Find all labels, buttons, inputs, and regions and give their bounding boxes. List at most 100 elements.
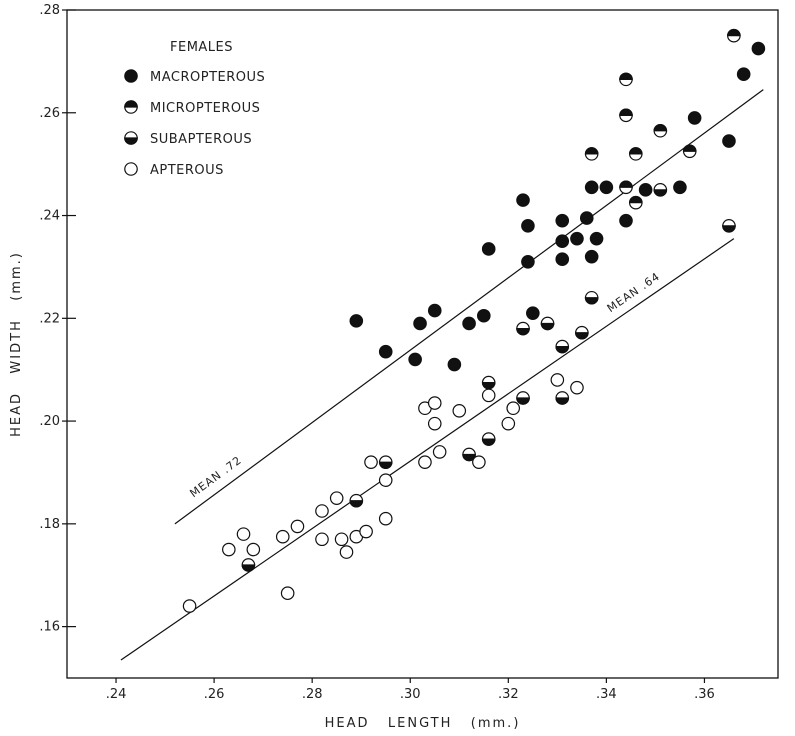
marker-fill — [408, 352, 422, 367]
apterous-point — [246, 542, 261, 557]
marker-fill — [124, 69, 138, 83]
apterous-point — [329, 491, 344, 505]
mean-line — [174, 89, 764, 525]
macropterous-point — [599, 180, 614, 195]
marker-outline — [182, 599, 197, 613]
y-axis-title: HEAD WIDTH (mm.) — [9, 251, 24, 437]
apterous-point — [418, 455, 432, 469]
apterous-point — [427, 416, 442, 431]
marker-outline — [570, 380, 584, 395]
macropterous-point — [555, 213, 570, 228]
macropterous-point — [521, 254, 535, 269]
legend-entry-label: MACROPTEROUS — [150, 70, 265, 85]
subapterous-point — [575, 325, 589, 340]
macropterous-point — [687, 111, 702, 125]
subapterous-point — [349, 493, 364, 508]
micropterous-point — [619, 72, 633, 87]
subapterous-point — [462, 447, 476, 462]
macropterous-point — [476, 308, 491, 323]
macropterous-point — [570, 231, 584, 246]
marker-half — [349, 500, 364, 508]
marker-half — [575, 332, 589, 340]
macropterous-point — [579, 211, 594, 225]
y-tick-label: .20 — [39, 414, 60, 429]
marker-fill — [555, 213, 570, 228]
marker-fill — [476, 308, 491, 323]
legend-entry-label: SUBAPTEROUS — [150, 132, 252, 147]
legend-entry-label: MICROPTEROUS — [150, 101, 260, 116]
marker-outline — [246, 542, 261, 557]
marker-half — [516, 327, 530, 336]
y-tick-label: .28 — [39, 3, 60, 18]
apterous-point — [359, 524, 373, 539]
marker-half — [481, 438, 496, 446]
y-tick-label: .26 — [39, 106, 60, 121]
x-axis-title: HEAD LENGTH (mm.) — [325, 716, 521, 731]
marker-outline — [236, 527, 251, 541]
marker-fill — [751, 41, 766, 56]
marker-outline — [280, 586, 295, 601]
apterous-point — [334, 532, 349, 547]
marker-fill — [427, 303, 442, 318]
apterous-point — [315, 504, 329, 518]
marker-fill — [413, 316, 427, 331]
macropterous-point — [447, 357, 462, 372]
macropterous-point — [526, 306, 540, 320]
marker-fill — [736, 67, 751, 82]
macropterous-point — [619, 213, 633, 228]
subapterous-point — [516, 391, 530, 405]
marker-fill — [638, 183, 653, 197]
marker-fill — [521, 219, 535, 233]
marker-fill — [526, 306, 540, 320]
apterous-point — [452, 403, 467, 418]
marker-half — [481, 381, 496, 390]
marker-fill — [589, 231, 604, 246]
micropterous-point — [628, 195, 643, 210]
x-tick-label: .32 — [498, 687, 519, 702]
apterous-point — [472, 455, 486, 469]
micropterous-point — [619, 180, 633, 195]
subapterous-point — [555, 391, 570, 405]
micropterous-point — [619, 108, 633, 123]
y-tick-label: .24 — [39, 209, 60, 224]
legend-marker — [124, 131, 138, 145]
macropterous-point — [427, 303, 442, 318]
macropterous-point — [555, 252, 570, 267]
micropterous-point — [682, 144, 697, 159]
marker-fill — [579, 211, 594, 225]
y-tick-label: .22 — [39, 311, 60, 326]
marker-outline — [481, 388, 496, 403]
marker-outline — [124, 162, 138, 176]
marker-half — [682, 144, 697, 152]
marker-half — [619, 180, 633, 188]
marker-half — [540, 322, 555, 331]
marker-half — [124, 137, 138, 145]
marker-half — [628, 195, 643, 204]
macropterous-point — [349, 314, 364, 328]
subapterous-point — [378, 455, 393, 469]
x-tick-label: .36 — [694, 687, 715, 702]
apterous-point — [280, 586, 295, 601]
marker-outline — [222, 542, 236, 557]
macropterous-point — [378, 344, 393, 359]
macropterous-point — [638, 183, 653, 197]
y-tick-label: .16 — [39, 620, 60, 635]
marker-half — [555, 345, 570, 354]
marker-half — [628, 147, 643, 155]
marker-half — [653, 189, 668, 197]
marker-outline — [378, 511, 393, 526]
marker-outline — [501, 416, 516, 431]
marker-half — [619, 72, 633, 80]
marker-half — [727, 28, 741, 37]
marker-outline — [418, 455, 432, 469]
marker-fill — [481, 242, 496, 256]
marker-outline — [290, 519, 305, 534]
subapterous-point — [653, 183, 668, 197]
marker-outline — [329, 491, 344, 505]
marker-outline — [334, 532, 349, 547]
apterous-point — [364, 455, 378, 469]
apterous-point — [481, 388, 496, 403]
marker-outline — [506, 401, 521, 416]
micropterous-point — [653, 123, 668, 138]
